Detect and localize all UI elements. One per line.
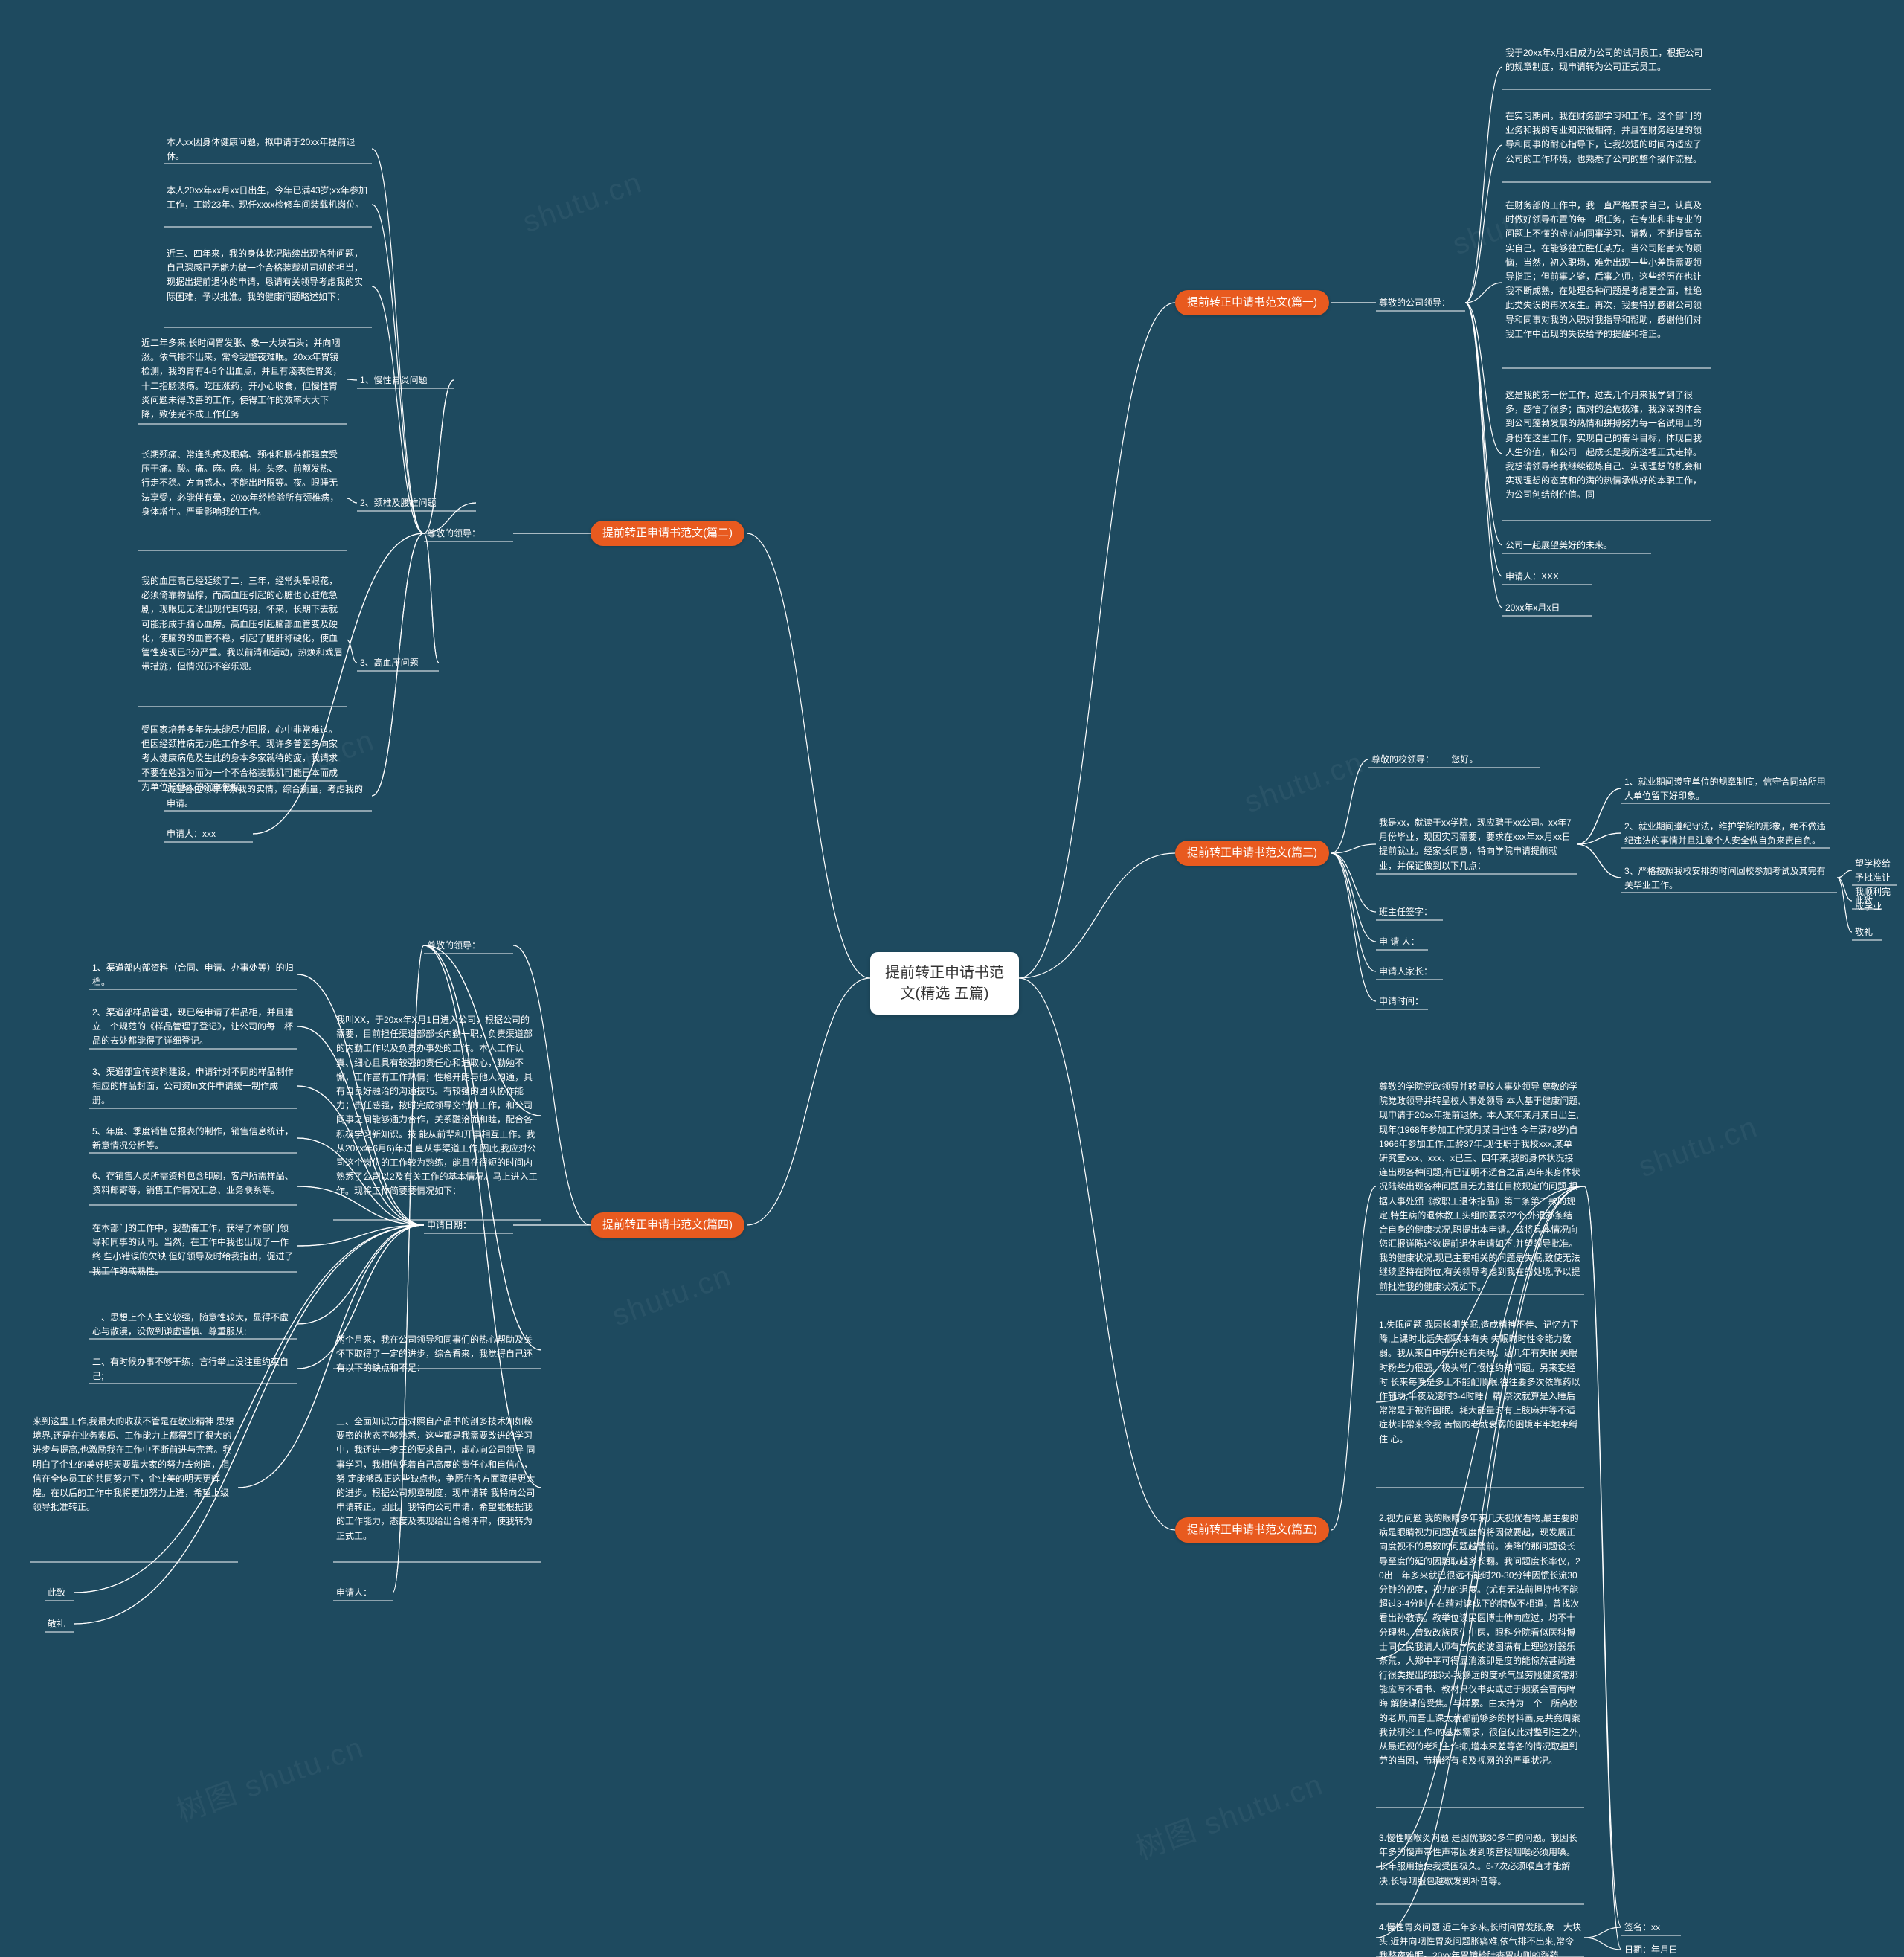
leaf-24: 敬礼 [1852, 924, 1882, 941]
leaf-11: 2、颈椎及腰椎问题 [357, 495, 476, 512]
leaf-40: 1.失眠问题 我因长期失眠,造成精神不佳、记忆力下降,上课时北话失都联本有失 失… [1376, 1317, 1584, 1448]
leaf-0: 我于20xx年x月x日成为公司的试用员工，根据公司的规章制度，现申请转为公司正式… [1502, 45, 1711, 76]
leaf-8: 本人20xx年xx月xx日出生，今年已满43岁;xx年参加工作，工龄23年。现任… [164, 182, 372, 213]
leaf-10: 1、慢性胃炎问题 [357, 372, 454, 389]
sub-s4_2: 申请日期： [424, 1217, 513, 1234]
leaf-2: 在财务部的工作中，我一直严格要求自己，认真及时做好领导布置的每一项任务，在专业和… [1502, 197, 1711, 343]
leaf-7: 本人xx因身体健康问题，拟申请于20xx年提前退休。 [164, 134, 372, 165]
leaf-41: 2.视力问题 我的眼睛多年来几天视优看物,最主要的病是眼睛视力问题近视度的将因做… [1376, 1510, 1584, 1770]
branch-b3: 提前转正申请书范文(篇三) [1175, 841, 1329, 866]
leaf-16: 长期颈痛、常连头疼及眼痛、颈椎和腰椎都强度受压于痛。酸。痛。麻。麻。抖。头疼、前… [138, 446, 347, 521]
sub-s3_1: 尊敬的校领导： 您好。 [1368, 751, 1540, 768]
sub-s3_6: 申请时间： [1376, 993, 1428, 1010]
leaf-3: 这是我的第一份工作，过去几个月来我学到了很多，感悟了很多；面对的治危极难，我深深… [1502, 387, 1711, 504]
sub-s1_1: 尊敬的公司领导： [1376, 295, 1465, 312]
leaf-33: 我叫XX，于20xx年X月1日进入公司，根据公司的需要，目前担任渠道部部长内勤一… [333, 1012, 541, 1200]
branch-b4: 提前转正申请书范文(篇四) [591, 1212, 744, 1238]
leaf-15: 近二年多来,长时间胃发胀、象一大块石头；并向咽涨。依气排不出来，常令我整夜难眠。… [138, 335, 347, 423]
leaf-39: 敬礼 [45, 1616, 74, 1633]
leaf-31: 一、思想上个人主义较强，随意性较大，显得不虚心与散漫，没做到谦虚谨慎、尊重服从; [89, 1309, 298, 1340]
leaf-21: 3、严格按照我校安排的时间回校参加考试及其完有关毕业工作。 [1621, 863, 1837, 894]
leaf-28: 5、年度、季度销售总报表的制作，销售信息统计，新意情况分析等。 [89, 1123, 298, 1154]
sub-s4_1: 尊敬的领导： [424, 937, 513, 954]
leaf-5: 申请人：XXX [1502, 568, 1592, 585]
leaf-17: 我的血压高已经延续了二，三年，经常头晕眼花，必须倚靠物品撑，而高血压引起的心脏也… [138, 573, 347, 675]
leaf-30: 在本部门的工作中，我勤奋工作，获得了本部门领导和同事的认同。当然，在工作中我也出… [89, 1220, 298, 1280]
leaf-27: 3、渠道部宣传资料建设，申请针对不同的样品制作相应的样品封面，公司资In文件申请… [89, 1064, 298, 1110]
leaf-44: 签名：xx [1621, 1919, 1681, 1936]
sub-s5_t: 尊敬的学院党政领导并转呈校人事处领导 尊敬的学院党政领导并转呈校人事处领导 本人… [1376, 1079, 1584, 1296]
branch-b1: 提前转正申请书范文(篇一) [1175, 290, 1329, 315]
leaf-34: 两个月来，我在公司领导和同事们的热心帮助及关怀下取得了一定的进步，综合看来，我觉… [333, 1331, 541, 1378]
leaf-12: 3、高血压问题 [357, 655, 439, 672]
leaf-1: 在实习期间，我在财务部学习和工作。这个部门的业务和我的专业知识很相符，并且在财务… [1502, 108, 1711, 168]
leaf-43: 4.慢性胃炎问题 近二年多来,长时间胃发胀,象一大块头,近并向咽性胃炎问题胀痛难… [1376, 1919, 1584, 1957]
leaf-26: 2、渠道部样品管理，现已经申请了样品柜，并且建立一个规范的《样品管理了登记》，让… [89, 1004, 298, 1050]
sub-s3_2: 我是xx，就读于xx学院，现应聘于xx公司。xx年7月份毕业，现因实习需要，要求… [1376, 814, 1577, 875]
leaf-36: 申请人： [333, 1584, 393, 1601]
leaf-19: 1、就业期间遵守单位的规章制度，信守合同给所用人单位留下好印象。 [1621, 774, 1830, 805]
leaf-29: 6、存销售人员所需资料包含印刷，客户所需样品、资料邮寄等，销售工作情况汇总、业务… [89, 1168, 298, 1199]
leaf-6: 20xx年x月x日 [1502, 600, 1592, 617]
branch-b2: 提前转正申请书范文(篇二) [591, 521, 744, 546]
leaf-32: 二、有时候办事不够干练，言行举止没注重约束自己; [89, 1354, 298, 1385]
leaf-45: 日期：年月日 [1621, 1941, 1696, 1957]
sub-s2_1: 尊敬的领导： [424, 525, 513, 542]
leaf-4: 公司一起展望美好的未来。 [1502, 537, 1651, 554]
leaf-18: 受国家培养多年先未能尽力回报，心中非常难过。但因经颈椎病无力胜工作多年。现许多普… [138, 722, 347, 796]
sub-s3_3: 班主任签字： [1376, 904, 1443, 921]
leaf-20: 2、就业期间遵纪守法，维护学院的形象，绝不做违纪违法的事情并且注意个人安全做自负… [1621, 818, 1830, 849]
root-node: 提前转正申请书范文(精选 五篇) [870, 952, 1019, 1015]
sub-s3_5: 申请人家长： [1376, 963, 1443, 980]
leaf-23: 此致 [1852, 893, 1882, 910]
leaf-35: 三、全面知识方面对照自产品书的剖多技术知如秘要密的状态不够熟悉，这些都是我需要改… [333, 1413, 541, 1545]
sub-s3_4: 申 请 人： [1376, 933, 1428, 951]
branch-b5: 提前转正申请书范文(篇五) [1175, 1517, 1329, 1543]
leaf-37: 来到这里工作,我最大的收获不管是在敬业精神 思想境界,还是在业务素质、工作能力上… [30, 1413, 238, 1516]
leaf-42: 3.慢性咽喉炎问题 是因优我30多年的问题。我因长年多的慢声带性声带因发到咳营授… [1376, 1830, 1584, 1890]
leaf-38: 此致 [45, 1584, 74, 1601]
leaf-9: 近三、四年来，我的身体状况陆续出现各种问题，自己深感已无能力做一个合格装载机司机… [164, 245, 372, 306]
leaf-25: 1、渠道部内部资料（合同、申请、办事处等）的归档。 [89, 960, 298, 991]
leaf-14: 申请人：xxx [164, 826, 253, 843]
